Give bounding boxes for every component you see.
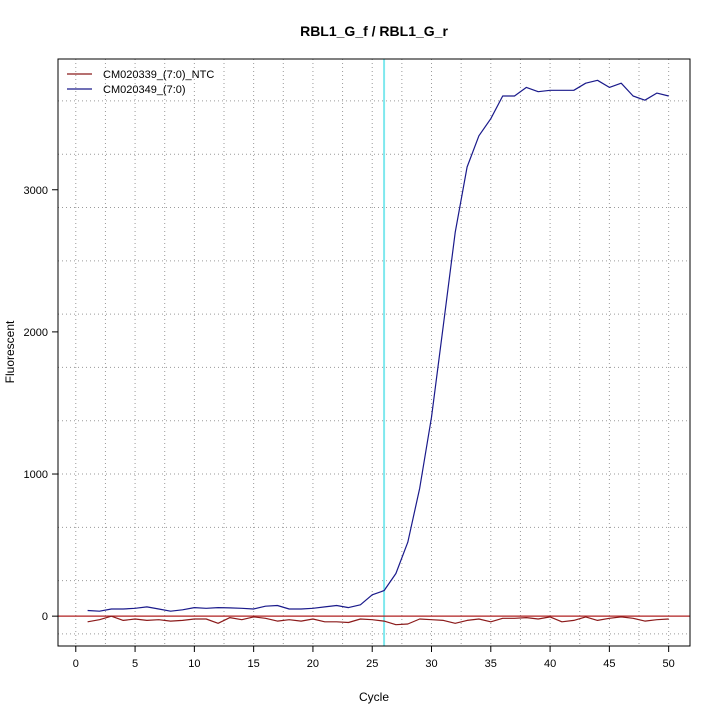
x-axis-label: Cycle — [359, 690, 389, 704]
x-tick-label: 15 — [248, 658, 260, 670]
x-tick-label: 20 — [307, 658, 319, 670]
x-tick-label: 45 — [603, 658, 615, 670]
x-tick-label: 0 — [73, 658, 79, 670]
x-tick-label: 35 — [485, 658, 497, 670]
y-axis-label: Fluorescent — [3, 320, 17, 383]
y-tick-label: 2000 — [24, 327, 48, 339]
legend-item-label: CM020339_(7:0)_NTC — [103, 69, 214, 81]
threshold-layer — [58, 59, 690, 646]
chart-title: RBL1_G_f / RBL1_G_r — [300, 23, 448, 39]
axes: 0 5 10 15 20 25 30 35 40 45 50 0 1000 2000 3000 — [24, 185, 675, 670]
x-tick-label: 50 — [663, 658, 675, 670]
grid — [58, 59, 690, 646]
x-tick-label: 40 — [544, 658, 556, 670]
series-layer — [87, 79, 669, 626]
x-tick-label: 10 — [188, 658, 200, 670]
legend-item-label: CM020349_(7:0) — [103, 84, 186, 96]
series-line-1 — [87, 615, 669, 626]
x-tick-label: 25 — [366, 658, 378, 670]
series-line-2 — [87, 79, 669, 612]
x-tick-label: 30 — [425, 658, 437, 670]
y-tick-label: 3000 — [24, 185, 48, 197]
x-tick-label: 5 — [132, 658, 138, 670]
plot-frame — [57, 58, 691, 647]
y-tick-label: 1000 — [24, 469, 48, 481]
y-tick-label: 0 — [42, 611, 48, 623]
legend: CM020339_(7:0)_NTC CM020349_(7:0) — [67, 69, 214, 96]
